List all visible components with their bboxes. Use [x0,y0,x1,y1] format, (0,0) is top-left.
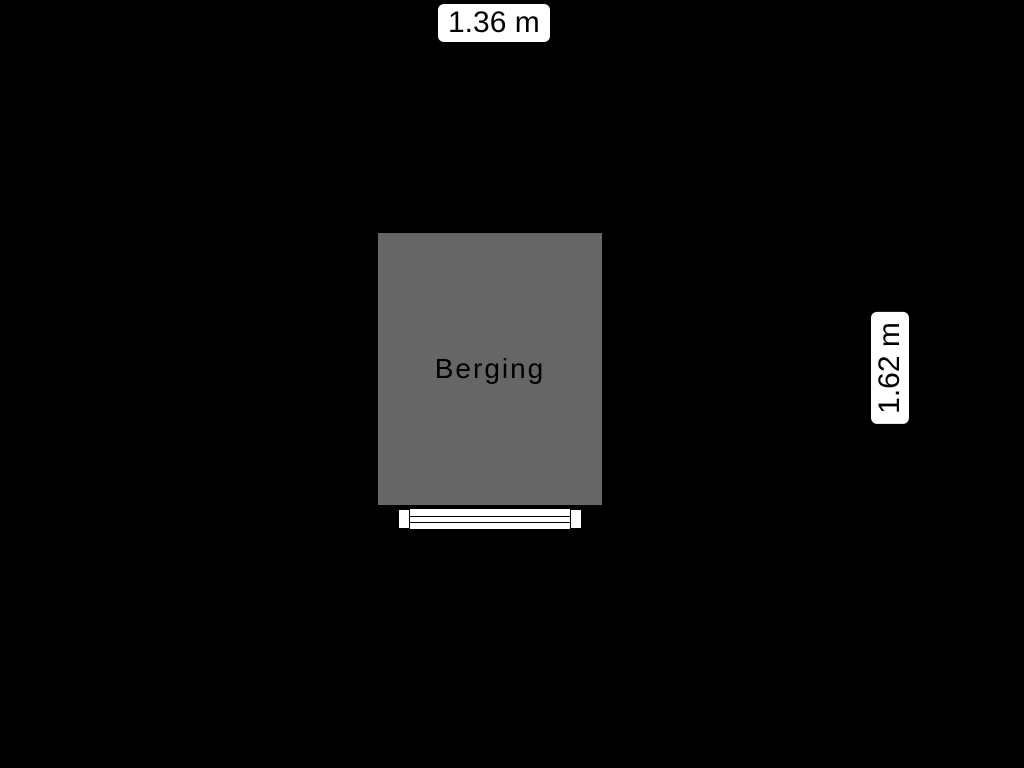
dimension-height-label: 1.62 m [871,312,909,424]
room-label: Berging [435,353,546,385]
floorplan-canvas: Berging 1.36 m 1.62 m [0,0,1024,768]
door [398,509,582,529]
dimension-width-label: 1.36 m [438,4,550,42]
room-berging: Berging [370,225,610,513]
door-pillar-left [398,509,410,529]
door-pillar-right [570,509,582,529]
door-stripe [398,522,582,523]
door-stripe [398,516,582,517]
